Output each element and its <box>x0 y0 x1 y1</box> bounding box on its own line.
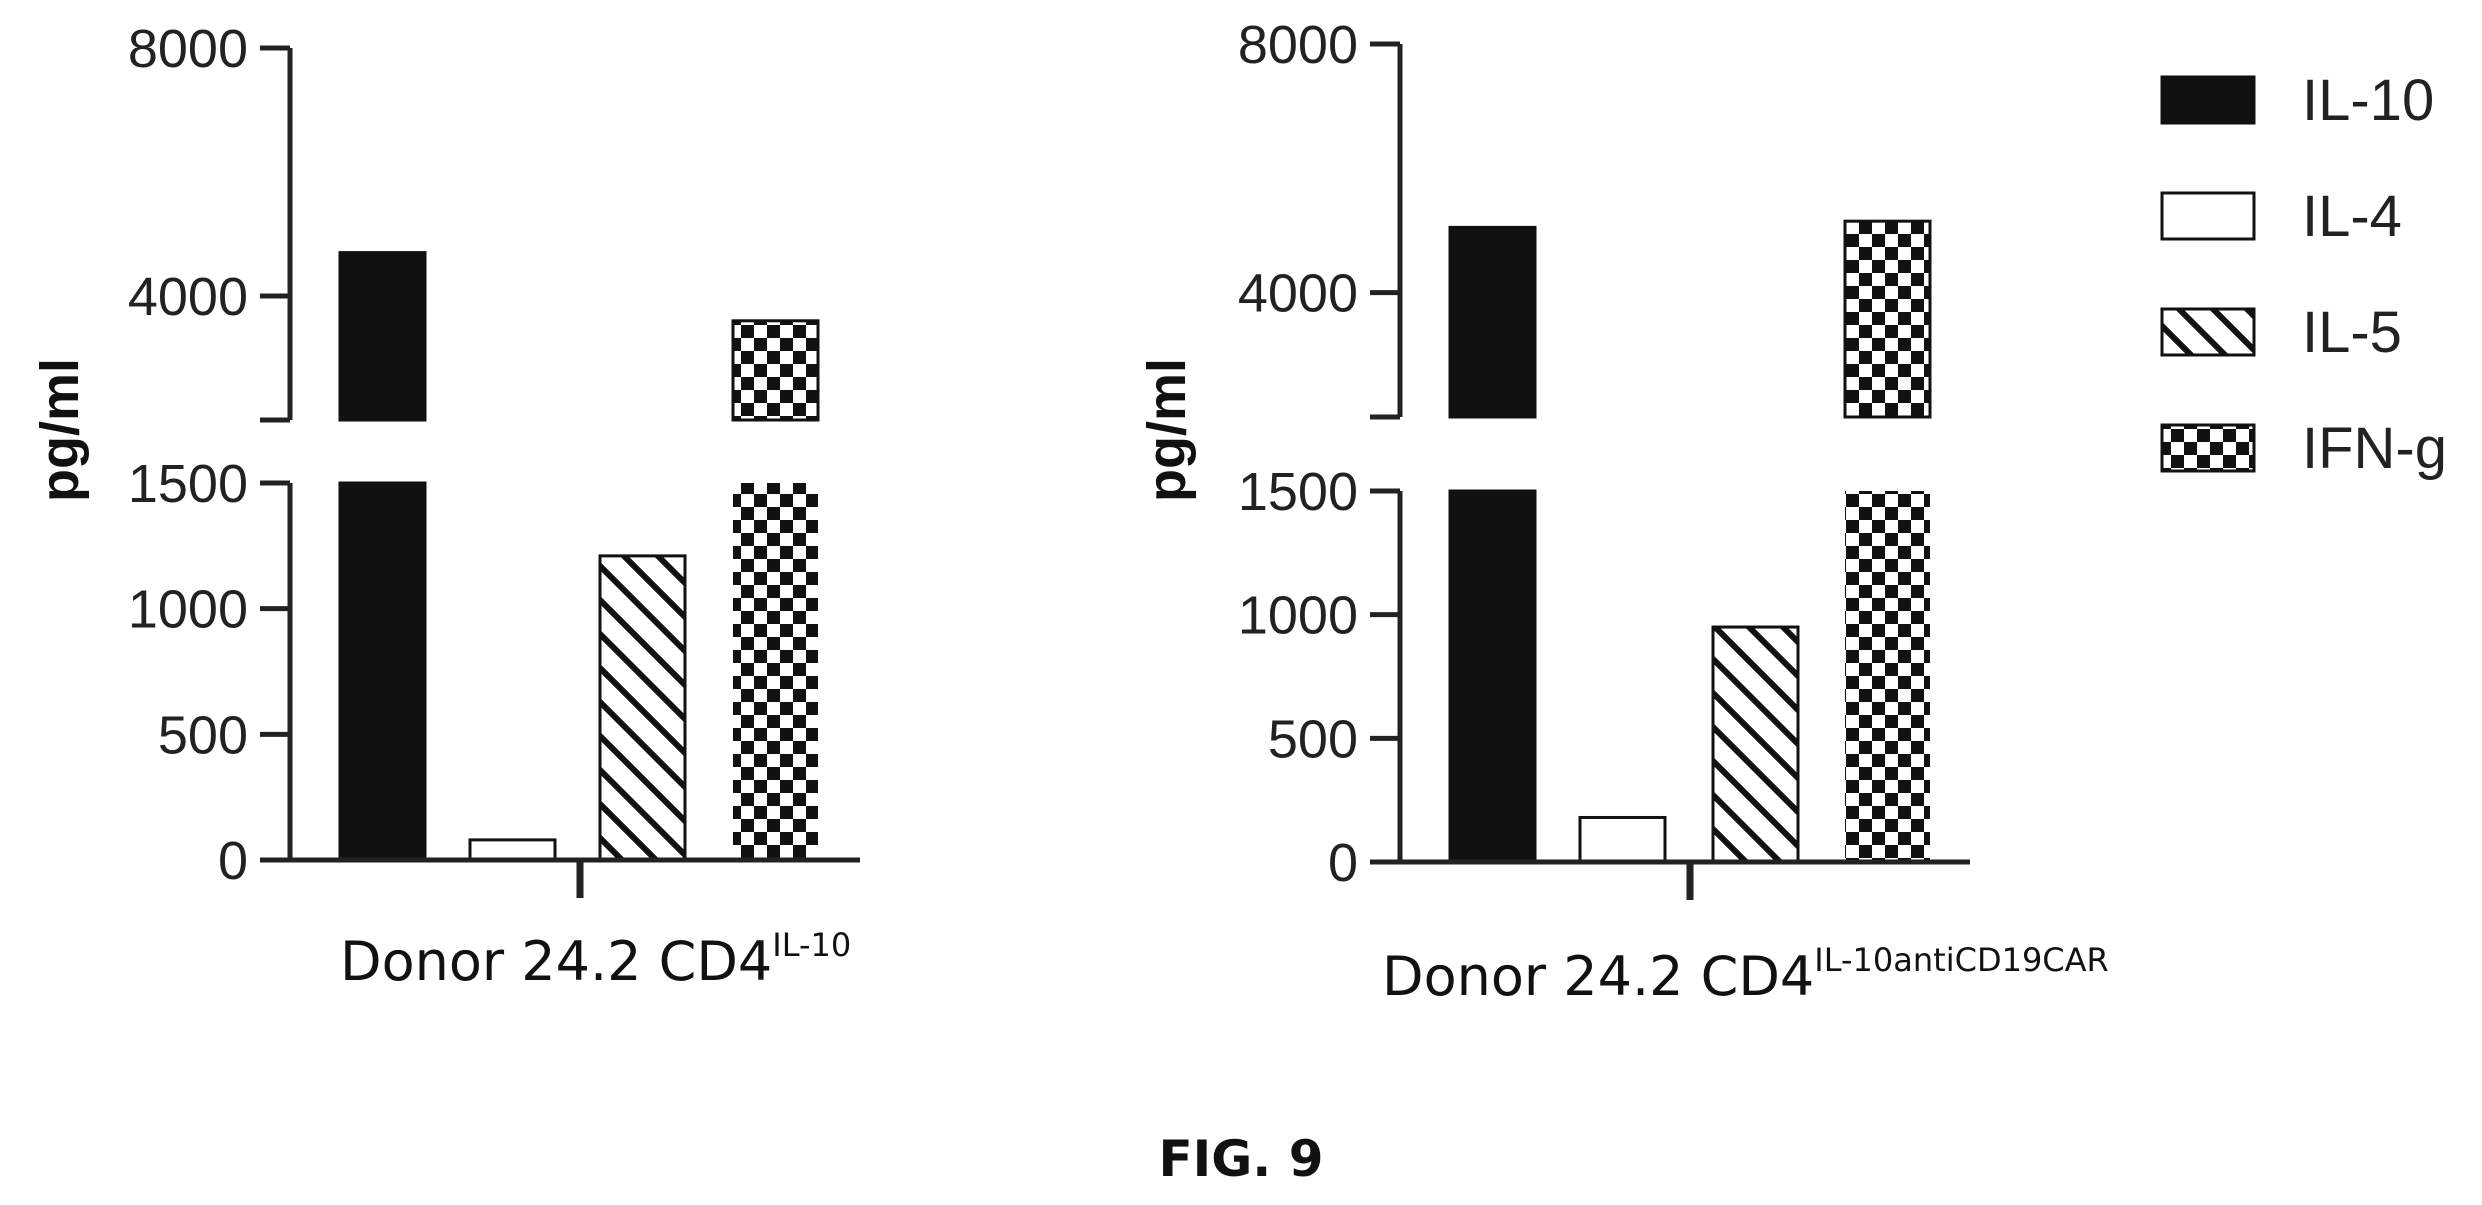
chart-left-xlabel: Donor 24.2 CD4IL-10 <box>340 926 851 993</box>
chart-right-bar-il5 <box>1711 625 1800 864</box>
chart-left-xlabel-superscript: IL-10 <box>772 926 851 964</box>
chart-right-xlabel-main: Donor 24.2 CD4 <box>1382 945 1814 1008</box>
chart-left-y-tick-label: 8000 <box>128 19 248 79</box>
chart-left-ylabel: pg/ml <box>30 358 90 502</box>
chart-right-xlabel: Donor 24.2 CD4IL-10antiCD19CAR <box>1382 941 2109 1008</box>
chart-left-bar-il10-lower <box>338 481 427 862</box>
chart-right-bar-il4 <box>1578 815 1667 864</box>
chart-left-bar-ifng-lower <box>733 483 818 860</box>
legend-label-il10: IL-10 <box>2302 68 2434 133</box>
chart-right-xlabel-superscript: IL-10antiCD19CAR <box>1814 941 2108 979</box>
legend-label-ifng: IFN-g <box>2302 416 2447 481</box>
chart-right-bar-il10-lower <box>1448 489 1537 864</box>
chart-right-y-tick-label: 500 <box>1268 709 1358 769</box>
chart-left-y-tick-label: 1000 <box>128 580 248 640</box>
chart-right-y-tick-label: 4000 <box>1238 264 1358 324</box>
chart-left-plot: 0 500 1000 1500 4000 8000 <box>128 19 860 898</box>
chart-left-bar-il10-upper <box>338 251 427 422</box>
chart-left-y-tick-label: 500 <box>158 705 248 765</box>
legend-swatch-il10 <box>2160 75 2256 125</box>
legend-label-il5: IL-5 <box>2302 300 2402 365</box>
chart-left-bar-ifng-upper <box>731 319 820 422</box>
chart-left-y-tick-label: 0 <box>218 831 248 891</box>
chart-right-y-tick-label: 1500 <box>1238 462 1358 522</box>
chart-left-bar-il5 <box>598 554 687 862</box>
chart-left: 0 500 1000 1500 4000 8000 pg/ml Donor 24.2 CD… <box>30 19 860 993</box>
chart-right-bar-il10-upper <box>1448 225 1537 419</box>
legend-swatch-ifng <box>2160 423 2256 473</box>
chart-right-y-tick-label: 8000 <box>1238 15 1358 75</box>
legend-swatch-il5 <box>2160 307 2256 357</box>
chart-right-y-tick-label: 0 <box>1328 833 1358 893</box>
chart-left-y-tick-label: 1500 <box>128 454 248 514</box>
chart-right-y-tick-label: 1000 <box>1238 586 1358 646</box>
chart-right-bar-ifng-upper <box>1843 219 1932 419</box>
legend-label-il4: IL-4 <box>2302 184 2402 249</box>
chart-left-bar-il4 <box>468 838 557 862</box>
figure-caption: FIG. 9 <box>1158 1130 1324 1188</box>
chart-left-xlabel-main: Donor 24.2 CD4 <box>340 930 772 993</box>
legend: IL-10 IL-4 IL-5 IFN-g <box>2160 68 2447 481</box>
chart-right: 0 500 1000 1500 4000 8000 pg/ml Donor 24.2 CD… <box>1137 15 2109 1008</box>
legend-swatch-il4 <box>2160 191 2256 241</box>
chart-left-y-tick-label: 4000 <box>128 267 248 327</box>
chart-right-bar-ifng-lower <box>1845 491 1930 862</box>
chart-right-ylabel: pg/ml <box>1137 358 1197 502</box>
chart-right-plot: 0 500 1000 1500 4000 8000 <box>1238 15 1970 900</box>
